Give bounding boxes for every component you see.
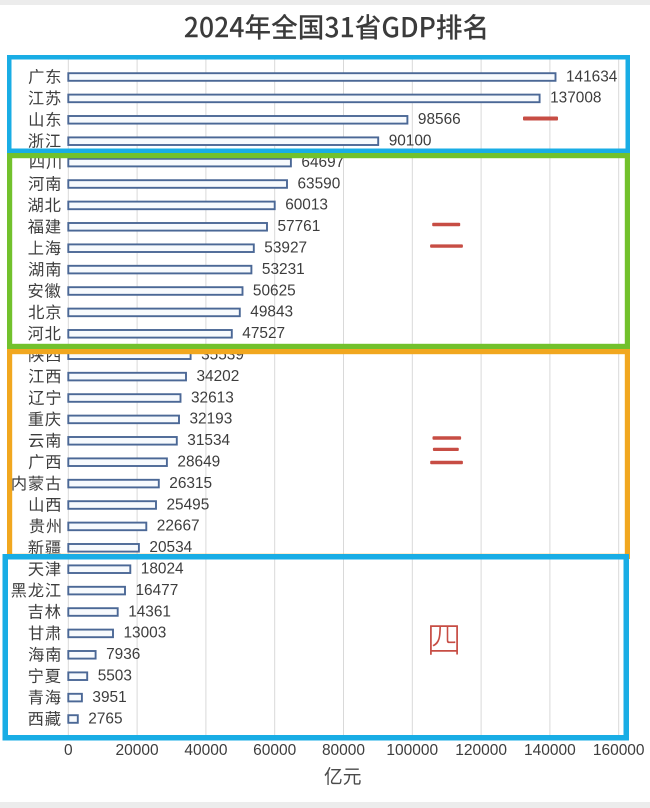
svg-text:57761: 57761 [278, 218, 321, 235]
svg-text:40000: 40000 [184, 742, 227, 759]
svg-text:34202: 34202 [197, 368, 240, 385]
svg-text:26315: 26315 [169, 475, 212, 492]
svg-text:32193: 32193 [190, 411, 233, 428]
svg-text:31534: 31534 [187, 432, 230, 449]
svg-text:20000: 20000 [116, 742, 159, 759]
svg-text:47527: 47527 [242, 325, 285, 342]
svg-text:120000: 120000 [455, 742, 507, 759]
svg-text:160000: 160000 [593, 742, 645, 759]
svg-text:137008: 137008 [550, 90, 601, 107]
svg-text:60000: 60000 [253, 742, 296, 759]
svg-text:53231: 53231 [262, 261, 305, 278]
svg-text:2765: 2765 [88, 710, 122, 727]
svg-text:140000: 140000 [524, 742, 576, 759]
svg-text:5503: 5503 [98, 668, 132, 685]
svg-text:80000: 80000 [322, 742, 365, 759]
svg-text:53927: 53927 [264, 240, 307, 257]
svg-text:7936: 7936 [106, 646, 140, 663]
svg-text:25495: 25495 [167, 496, 210, 513]
svg-text:0: 0 [64, 742, 73, 759]
svg-text:16477: 16477 [136, 582, 179, 599]
svg-text:18024: 18024 [141, 561, 184, 578]
svg-text:90100: 90100 [389, 133, 432, 150]
svg-text:49843: 49843 [250, 304, 293, 321]
svg-text:141634: 141634 [566, 68, 618, 85]
svg-text:100000: 100000 [386, 742, 438, 759]
svg-text:98566: 98566 [418, 111, 461, 128]
svg-text:3951: 3951 [92, 689, 126, 706]
svg-text:20534: 20534 [149, 539, 192, 556]
svg-text:60013: 60013 [285, 197, 328, 214]
svg-text:13003: 13003 [124, 625, 167, 642]
svg-text:32613: 32613 [191, 389, 234, 406]
svg-text:22667: 22667 [157, 518, 200, 535]
svg-text:50625: 50625 [253, 282, 296, 299]
svg-text:14361: 14361 [128, 603, 171, 620]
svg-text:63590: 63590 [298, 175, 341, 192]
svg-text:28649: 28649 [177, 454, 220, 471]
